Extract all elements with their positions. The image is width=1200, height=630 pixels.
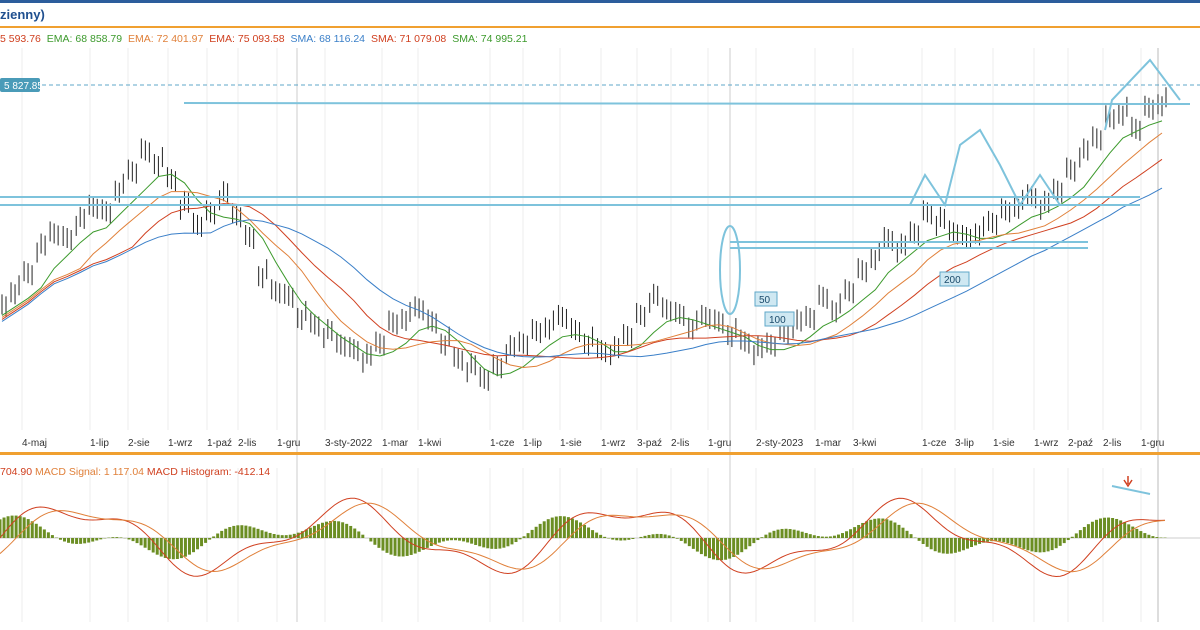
x-tick-label: 1-kwi [418, 438, 441, 449]
x-tick-label: 1-gru [277, 438, 300, 449]
chart-title-bar: zienny) [0, 0, 1200, 28]
pattern-line [909, 128, 1061, 208]
pane-separator [0, 452, 1200, 455]
x-tick-label: 2-lis [671, 438, 689, 449]
indicator-legend: 5 593.76 EMA: 68 858.79 EMA: 72 401.97 E… [0, 33, 531, 45]
x-tick-label: 2-lis [1103, 438, 1121, 449]
x-tick-label: 2-lis [238, 438, 256, 449]
legend-sma1: SMA: 68 116.24 [290, 33, 366, 45]
down-arrow-icon [1123, 476, 1133, 488]
x-tick-label: 2-paź [1068, 438, 1093, 449]
x-tick-label: 1-lip [523, 438, 542, 449]
x-tick-label: 1-lip [90, 438, 109, 449]
moving-average-line [1, 132, 1163, 369]
macd-signal: MACD Signal: 1 117.04 [35, 466, 144, 478]
x-tick-label: 2-sie [128, 438, 150, 449]
legend-first: 5 593.76 [0, 33, 41, 45]
x-tick-label: 1-paź [207, 438, 232, 449]
moving-average-line [1, 158, 1163, 359]
x-tick-label: 1-wrz [168, 438, 192, 449]
macd-histogram-label: MACD Histogram: -412.14 [146, 466, 271, 478]
x-tick-label: 1-gru [708, 438, 731, 449]
pattern-line [1104, 58, 1181, 131]
x-tick-label: 1-mar [382, 438, 409, 449]
x-tick-label: 1-gru [1141, 438, 1164, 449]
resistance-line [183, 102, 1191, 105]
x-tick-label: 1-cze [922, 438, 947, 449]
ma200-label-box [939, 271, 970, 287]
x-tick-label: 1-wrz [601, 438, 625, 449]
highlight-ellipse [719, 225, 741, 315]
macd-value: 704.90 [0, 466, 33, 478]
x-tick-label: 3-paź [637, 438, 662, 449]
legend-ema3: EMA: 75 093.58 [209, 33, 285, 45]
ma50-label: 50 [759, 295, 771, 306]
macd-line [0, 497, 1166, 578]
legend-ema1: EMA: 68 858.79 [46, 33, 123, 45]
x-tick-label: 1-mar [815, 438, 842, 449]
ma100-label: 100 [769, 315, 786, 326]
price-tag-box [0, 78, 40, 92]
price-tag: 5 827.85 [4, 81, 43, 92]
chart-title: zienny) [0, 7, 45, 22]
x-tick-label: 1-wrz [1034, 438, 1058, 449]
macd-signal-line [0, 502, 1166, 573]
x-tick-label: 4-maj [22, 438, 47, 449]
x-tick-label: 1-sie [560, 438, 582, 449]
x-tick-label: 2-sty-2023 [756, 438, 804, 449]
moving-average-line [1, 187, 1163, 358]
legend-sma2: SMA: 71 079.08 [370, 33, 447, 45]
ma200-label: 200 [944, 275, 961, 286]
macd-trend-line [1111, 485, 1151, 495]
x-tick-label: 1-cze [490, 438, 515, 449]
legend-sma3: SMA: 74 995.21 [452, 33, 528, 45]
x-tick-label: 3-kwi [853, 438, 876, 449]
x-tick-label: 3-lip [955, 438, 974, 449]
macd-legend: 704.90 MACD Signal: 1 117.04 MACD Histog… [0, 466, 270, 478]
ma100-label-box [764, 311, 795, 327]
x-tick-label: 1-sie [993, 438, 1015, 449]
x-tick-label: 3-sty-2022 [325, 438, 373, 449]
ma50-label-box [754, 291, 778, 307]
legend-ema2: EMA: 72 401.97 [128, 33, 204, 45]
